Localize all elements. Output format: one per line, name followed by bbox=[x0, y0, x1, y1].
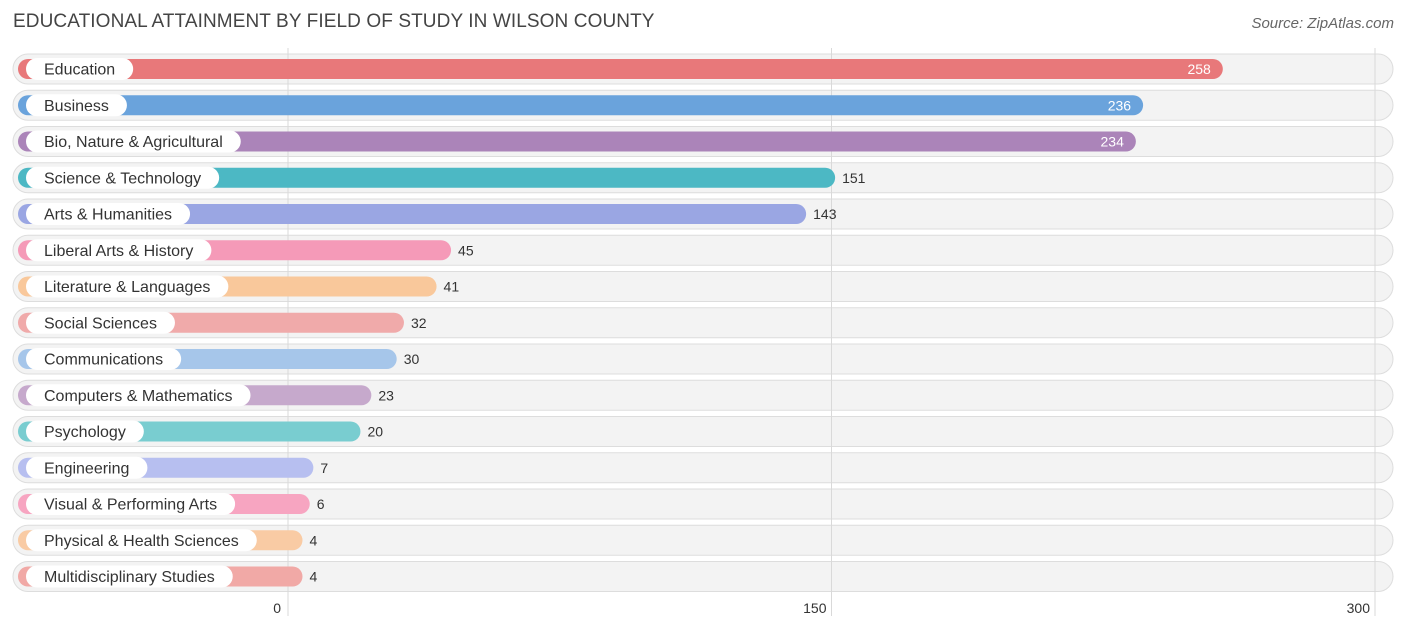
value-label: 20 bbox=[367, 424, 383, 440]
value-label: 234 bbox=[1101, 134, 1125, 150]
value-label: 30 bbox=[404, 351, 420, 367]
row-background bbox=[12, 561, 1394, 592]
category-label-pill bbox=[26, 529, 257, 552]
category-label: Bio, Nature & Agricultural bbox=[44, 134, 223, 151]
category-label-pill bbox=[26, 130, 241, 153]
bar-group: Literature & Languages 41 bbox=[18, 275, 460, 298]
category-label: Computers & Mathematics bbox=[44, 388, 233, 405]
category-label-pill bbox=[26, 203, 191, 225]
category-label: Engineering bbox=[44, 460, 129, 477]
category-label: Science & Technology bbox=[44, 170, 201, 187]
bar-group: Multidisciplinary Studies 4 bbox=[18, 565, 317, 588]
bar-group: Science & Technology 151 bbox=[18, 166, 866, 189]
bar bbox=[18, 131, 1136, 152]
value-label: 32 bbox=[411, 315, 427, 331]
bar-group: Arts & Humanities 143 bbox=[18, 203, 837, 225]
value-label: 23 bbox=[378, 387, 394, 403]
value-label: 143 bbox=[813, 206, 837, 222]
category-label-pill bbox=[26, 311, 175, 334]
category-label: Communications bbox=[44, 352, 163, 369]
bar bbox=[18, 95, 1144, 116]
category-label: Business bbox=[44, 98, 109, 115]
row-background bbox=[12, 488, 1394, 520]
bar-group: Physical & Health Sciences 4 bbox=[18, 529, 317, 552]
category-label-pill bbox=[26, 239, 212, 262]
category-label-pill bbox=[26, 275, 229, 298]
bar-group: Bio, Nature & Agricultural 234 bbox=[18, 130, 1136, 153]
value-label: 7 bbox=[320, 460, 328, 476]
bar bbox=[18, 204, 807, 224]
category-label: Liberal Arts & History bbox=[44, 243, 193, 260]
row-background bbox=[12, 452, 1394, 484]
bar bbox=[18, 59, 1223, 79]
bar-group: Visual & Performing Arts 6 bbox=[18, 493, 325, 515]
row-background bbox=[12, 416, 1394, 447]
row-background bbox=[12, 524, 1394, 556]
category-label: Social Sciences bbox=[44, 315, 157, 332]
category-label-pill bbox=[26, 493, 236, 515]
x-tick-label: 300 bbox=[1347, 600, 1371, 616]
category-label-pill bbox=[26, 58, 134, 80]
category-label: Psychology bbox=[44, 424, 126, 441]
bar-group: Computers & Mathematics 23 bbox=[18, 384, 394, 407]
value-label: 258 bbox=[1187, 61, 1211, 77]
value-label: 4 bbox=[309, 569, 317, 585]
category-label: Literature & Languages bbox=[44, 279, 210, 296]
category-label-pill bbox=[26, 166, 220, 189]
bar bbox=[18, 167, 836, 188]
bar-group: Liberal Arts & History 45 bbox=[18, 239, 474, 262]
value-label: 6 bbox=[317, 496, 325, 512]
category-label: Multidisciplinary Studies bbox=[44, 569, 215, 586]
value-label: 4 bbox=[309, 532, 317, 548]
value-label: 236 bbox=[1108, 97, 1132, 113]
bar-group: Communications 30 bbox=[18, 348, 419, 370]
bar-group: Business 236 bbox=[18, 94, 1144, 117]
source-note: Source: ZipAtlas.com bbox=[1251, 15, 1394, 32]
x-tick-label: 150 bbox=[803, 600, 827, 616]
category-label-pill bbox=[26, 384, 251, 407]
category-label-pill bbox=[26, 420, 144, 443]
x-tick-label: 0 bbox=[273, 600, 281, 616]
bar-group: Social Sciences 32 bbox=[18, 311, 427, 334]
category-label: Physical & Health Sciences bbox=[44, 533, 239, 550]
category-label-pill bbox=[26, 565, 233, 588]
category-label: Education bbox=[44, 62, 115, 79]
chart-title: EDUCATIONAL ATTAINMENT BY FIELD OF STUDY… bbox=[13, 11, 655, 32]
value-label: 151 bbox=[842, 170, 866, 186]
bar-group: Engineering 7 bbox=[18, 456, 328, 479]
value-label: 45 bbox=[458, 242, 474, 258]
bar-group: Psychology 20 bbox=[18, 420, 383, 443]
category-label: Visual & Performing Arts bbox=[44, 497, 217, 514]
category-label-pill bbox=[26, 456, 148, 479]
value-label: 41 bbox=[444, 279, 460, 295]
category-label-pill bbox=[26, 94, 127, 117]
bar-group: Education 258 bbox=[18, 58, 1223, 80]
category-label: Arts & Humanities bbox=[44, 207, 172, 224]
category-label-pill bbox=[26, 348, 182, 370]
